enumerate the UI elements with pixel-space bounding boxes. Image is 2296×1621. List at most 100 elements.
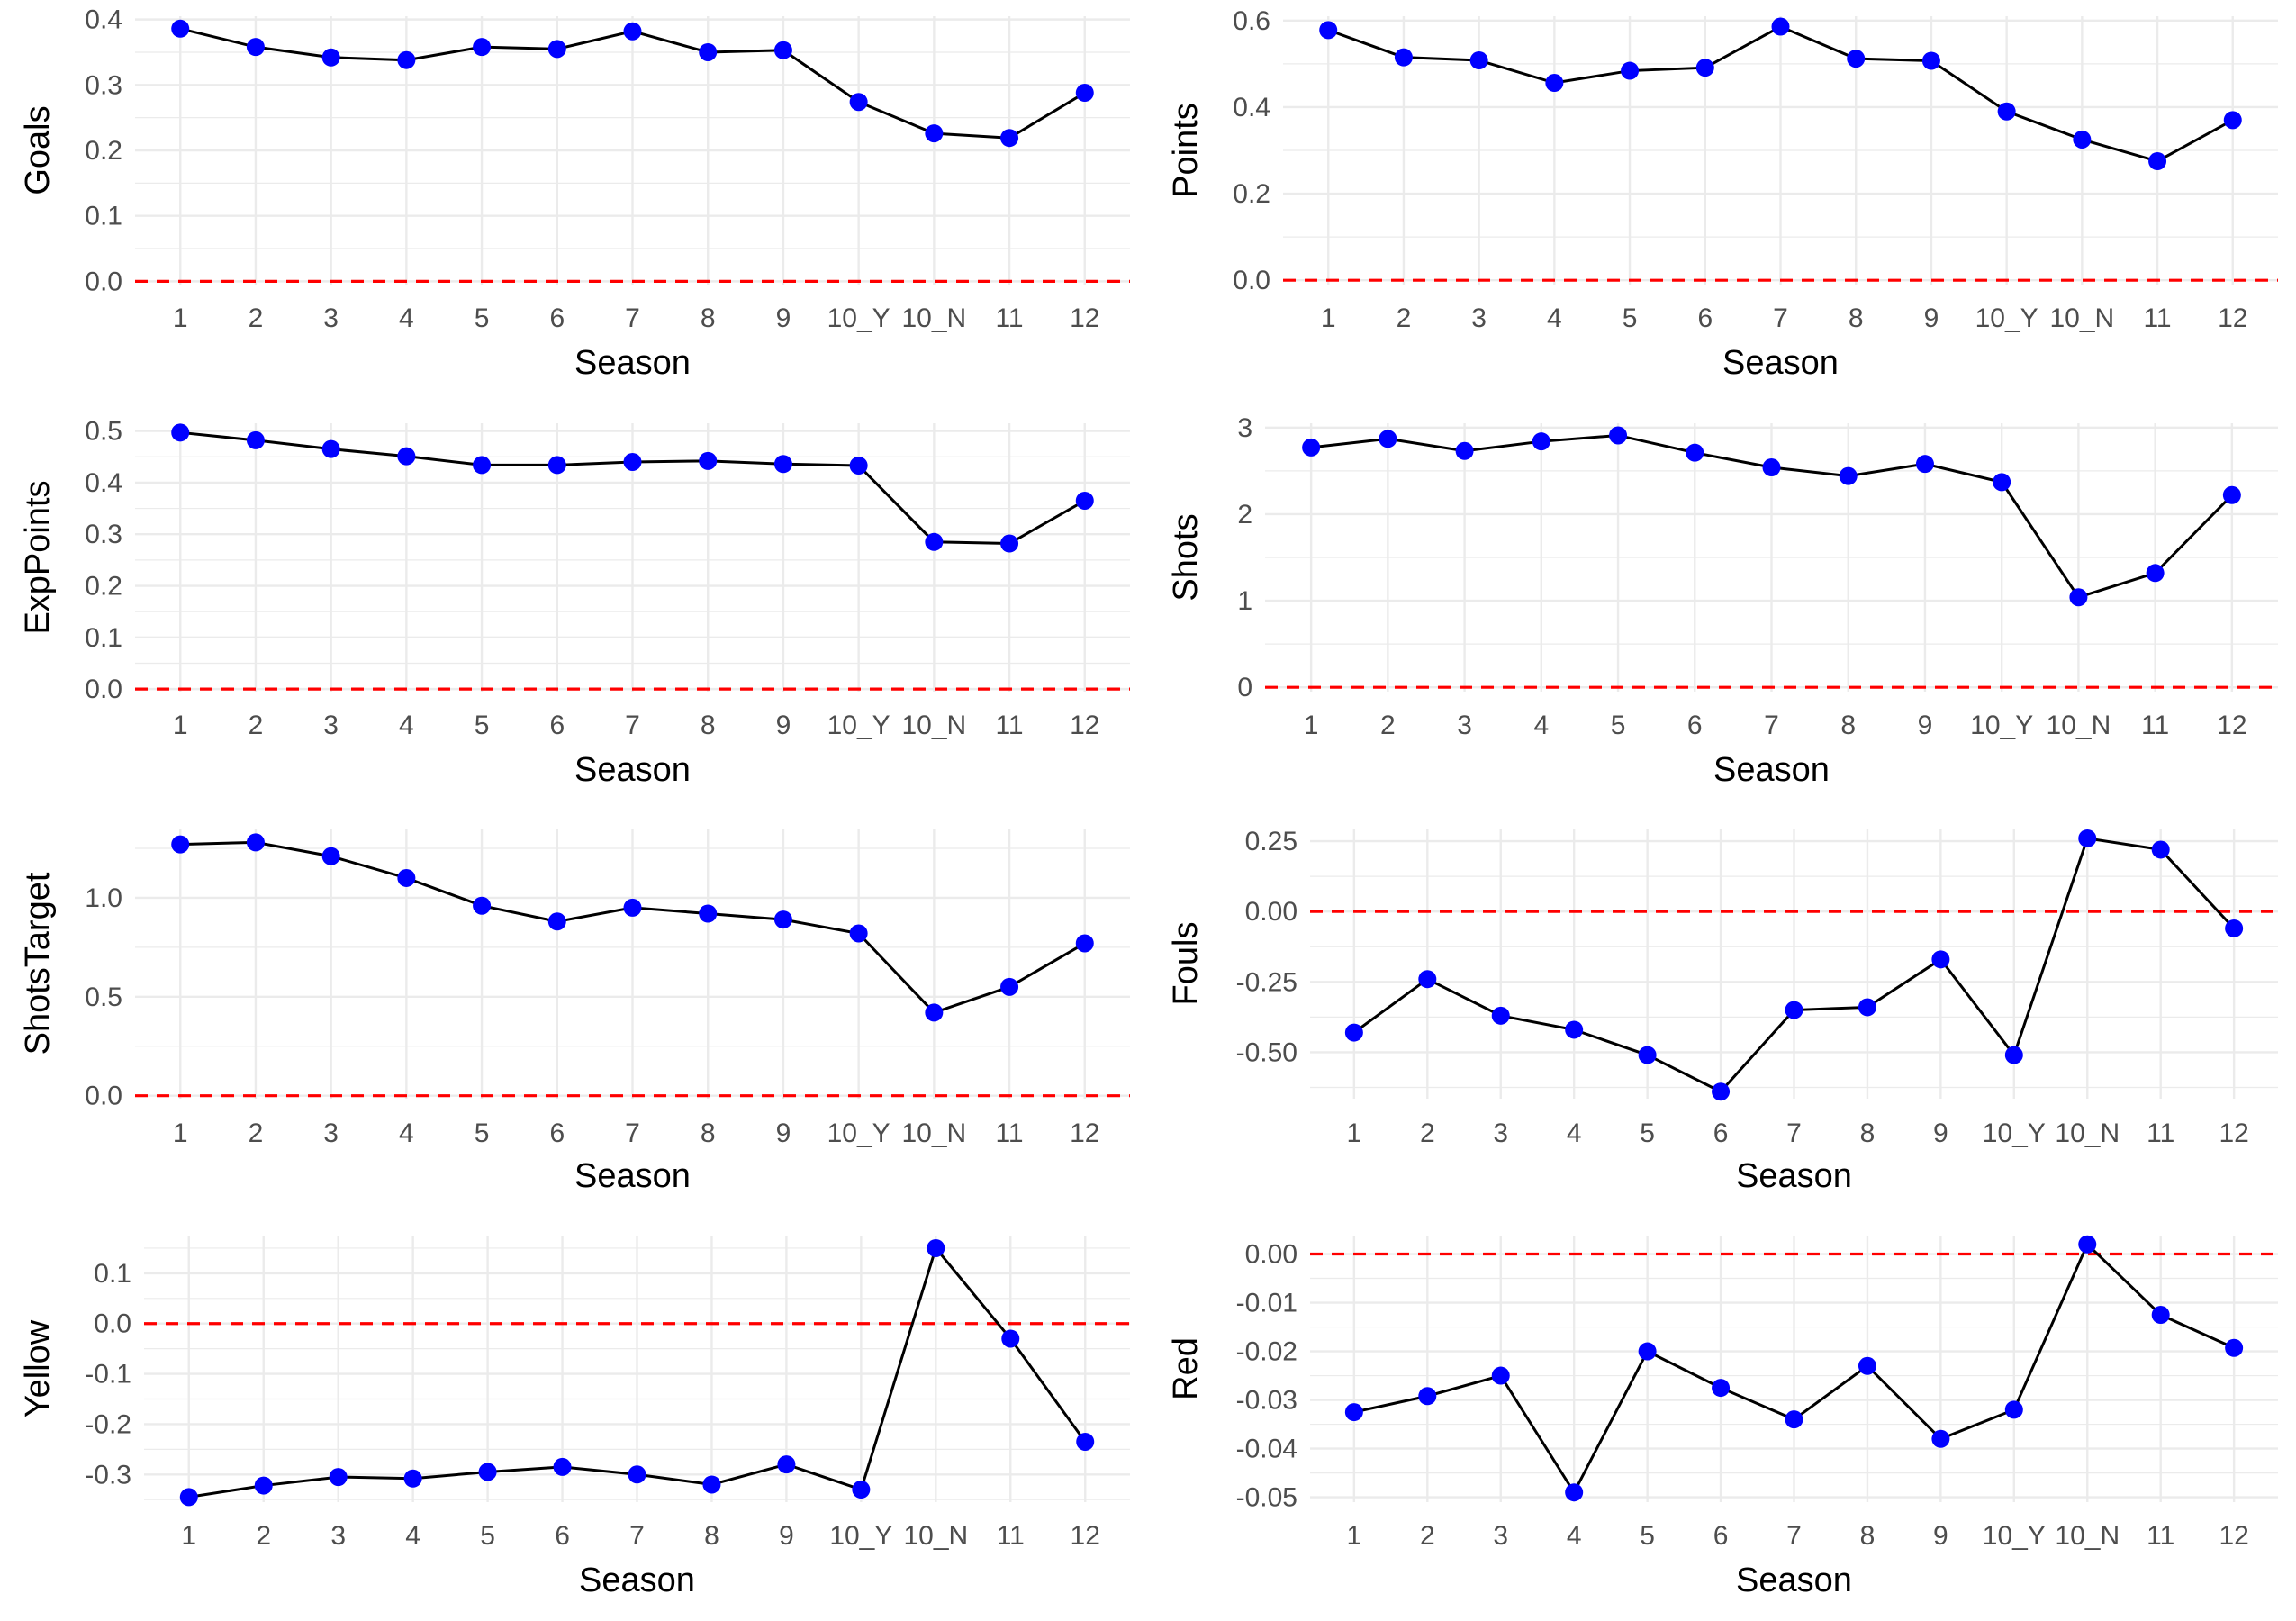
x-tick-label: 4: [399, 303, 414, 333]
data-point: [2151, 840, 2170, 859]
x-tick-label: 6: [1713, 1521, 1729, 1551]
y-tick-label: 0.00: [1245, 897, 1297, 927]
x-tick-label: 8: [701, 303, 716, 333]
x-tick-label: 6: [549, 1118, 565, 1148]
data-point: [925, 532, 944, 551]
x-tick-label: 10_Y: [1970, 711, 2033, 740]
x-tick-label: 5: [475, 711, 490, 740]
x-tick-label: 10_N: [903, 1521, 968, 1551]
y-tick-label: 0.3: [85, 70, 122, 100]
data-point: [1931, 950, 1950, 969]
chart-panel-points: 0.00.20.40.61 2 3 4 5 6 7 8 9 10_Y 10_N 11 12SeasonP…: [1167, 6, 2278, 382]
x-tick-label: 11: [997, 1521, 1025, 1551]
data-point: [1565, 1483, 1584, 1502]
y-tick-label: -0.3: [85, 1460, 131, 1490]
y-axis-title: Yellow: [19, 1319, 57, 1417]
x-tick-label: 3: [1471, 303, 1487, 333]
x-tick-label: 1: [173, 303, 188, 333]
x-tick-label: 4: [399, 711, 414, 740]
data-point: [2073, 130, 2092, 149]
x-tick-label: 7: [1773, 303, 1788, 333]
y-tick-label: 3: [1237, 413, 1252, 443]
chart-panel-exppoints: 0.00.10.20.30.40.51 2 3 4 5 6 7 8 9 10_Y 10_N 11 12S…: [19, 417, 1130, 789]
data-point: [246, 430, 265, 449]
x-tick-label: 10_Y: [827, 711, 890, 740]
x-tick-label: 10_Y: [827, 1118, 890, 1148]
x-axis-title: Season: [574, 344, 691, 382]
x-tick-label: 8: [704, 1521, 719, 1551]
data-point: [403, 1469, 422, 1488]
x-axis-title: Season: [579, 1562, 695, 1599]
data-point: [547, 456, 566, 475]
x-tick-label: 8: [1849, 303, 1864, 333]
x-tick-label: 11: [2147, 1521, 2174, 1551]
y-tick-label: 0.6: [1233, 6, 1270, 36]
x-tick-label: 1: [1321, 303, 1336, 333]
data-point: [849, 93, 868, 112]
data-point: [773, 41, 792, 59]
x-tick-label: 10_Y: [1983, 1521, 2046, 1551]
data-point: [397, 868, 416, 887]
x-axis-title: Season: [574, 751, 691, 789]
data-point: [2148, 152, 2167, 171]
data-point: [1686, 443, 1704, 462]
x-tick-label: 2: [256, 1521, 271, 1551]
data-point: [1858, 1356, 1876, 1375]
data-point: [777, 1455, 796, 1474]
data-point: [925, 1003, 944, 1022]
data-point: [1915, 455, 1934, 474]
x-axis-title: Season: [1713, 751, 1830, 789]
data-point: [1997, 102, 2016, 121]
x-tick-label: 9: [779, 1521, 794, 1551]
x-tick-label: 8: [1860, 1118, 1876, 1148]
x-tick-label: 3: [1493, 1521, 1508, 1551]
x-tick-label: 7: [1786, 1118, 1802, 1148]
data-point: [1418, 970, 1437, 989]
x-tick-label: 2: [1397, 303, 1412, 333]
x-tick-label: 2: [1420, 1521, 1435, 1551]
data-point: [852, 1481, 871, 1499]
data-point: [1638, 1046, 1657, 1064]
x-tick-label: 7: [625, 303, 640, 333]
data-point: [925, 124, 944, 143]
data-point: [1921, 51, 1940, 70]
y-axis-title: Fouls: [1167, 922, 1205, 1006]
y-tick-label: 2: [1237, 500, 1252, 530]
y-tick-label: 0.25: [1245, 827, 1297, 856]
y-tick-label: 0.0: [85, 675, 122, 704]
x-tick-label: 3: [330, 1521, 346, 1551]
y-tick-label: 0.5: [85, 983, 122, 1012]
data-point: [1609, 426, 1628, 445]
x-tick-label: 10_Y: [829, 1521, 892, 1551]
y-tick-label: -0.2: [85, 1409, 131, 1439]
data-point: [2151, 1306, 2170, 1325]
data-point: [699, 42, 718, 61]
x-tick-label: 12: [1070, 1118, 1099, 1148]
x-axis-title: Season: [1736, 1562, 1852, 1599]
data-point: [1638, 1342, 1657, 1361]
x-tick-label: 10_Y: [1983, 1118, 2046, 1148]
data-point: [1491, 1366, 1510, 1385]
x-tick-label: 2: [249, 711, 264, 740]
x-tick-label: 10_N: [901, 1118, 966, 1148]
x-tick-label: 10_Y: [827, 303, 890, 333]
x-axis-title: Season: [1736, 1157, 1852, 1195]
x-tick-label: 8: [1840, 711, 1856, 740]
data-point: [1075, 491, 1094, 510]
data-point: [2004, 1400, 2023, 1419]
y-tick-label: 0.0: [94, 1309, 131, 1339]
data-point: [1491, 1006, 1510, 1025]
data-point: [927, 1238, 945, 1257]
x-tick-label: 8: [701, 1118, 716, 1148]
x-tick-label: 11: [995, 1118, 1023, 1148]
x-tick-label: 10_N: [2047, 711, 2111, 740]
x-tick-label: 11: [995, 711, 1023, 740]
data-point: [1344, 1023, 1363, 1042]
y-tick-label: 1.0: [85, 883, 122, 913]
data-point: [321, 439, 340, 458]
data-point: [473, 456, 492, 475]
y-tick-label: 0: [1237, 673, 1252, 702]
data-point: [2069, 588, 2088, 607]
y-tick-label: 0.0: [1233, 266, 1270, 295]
